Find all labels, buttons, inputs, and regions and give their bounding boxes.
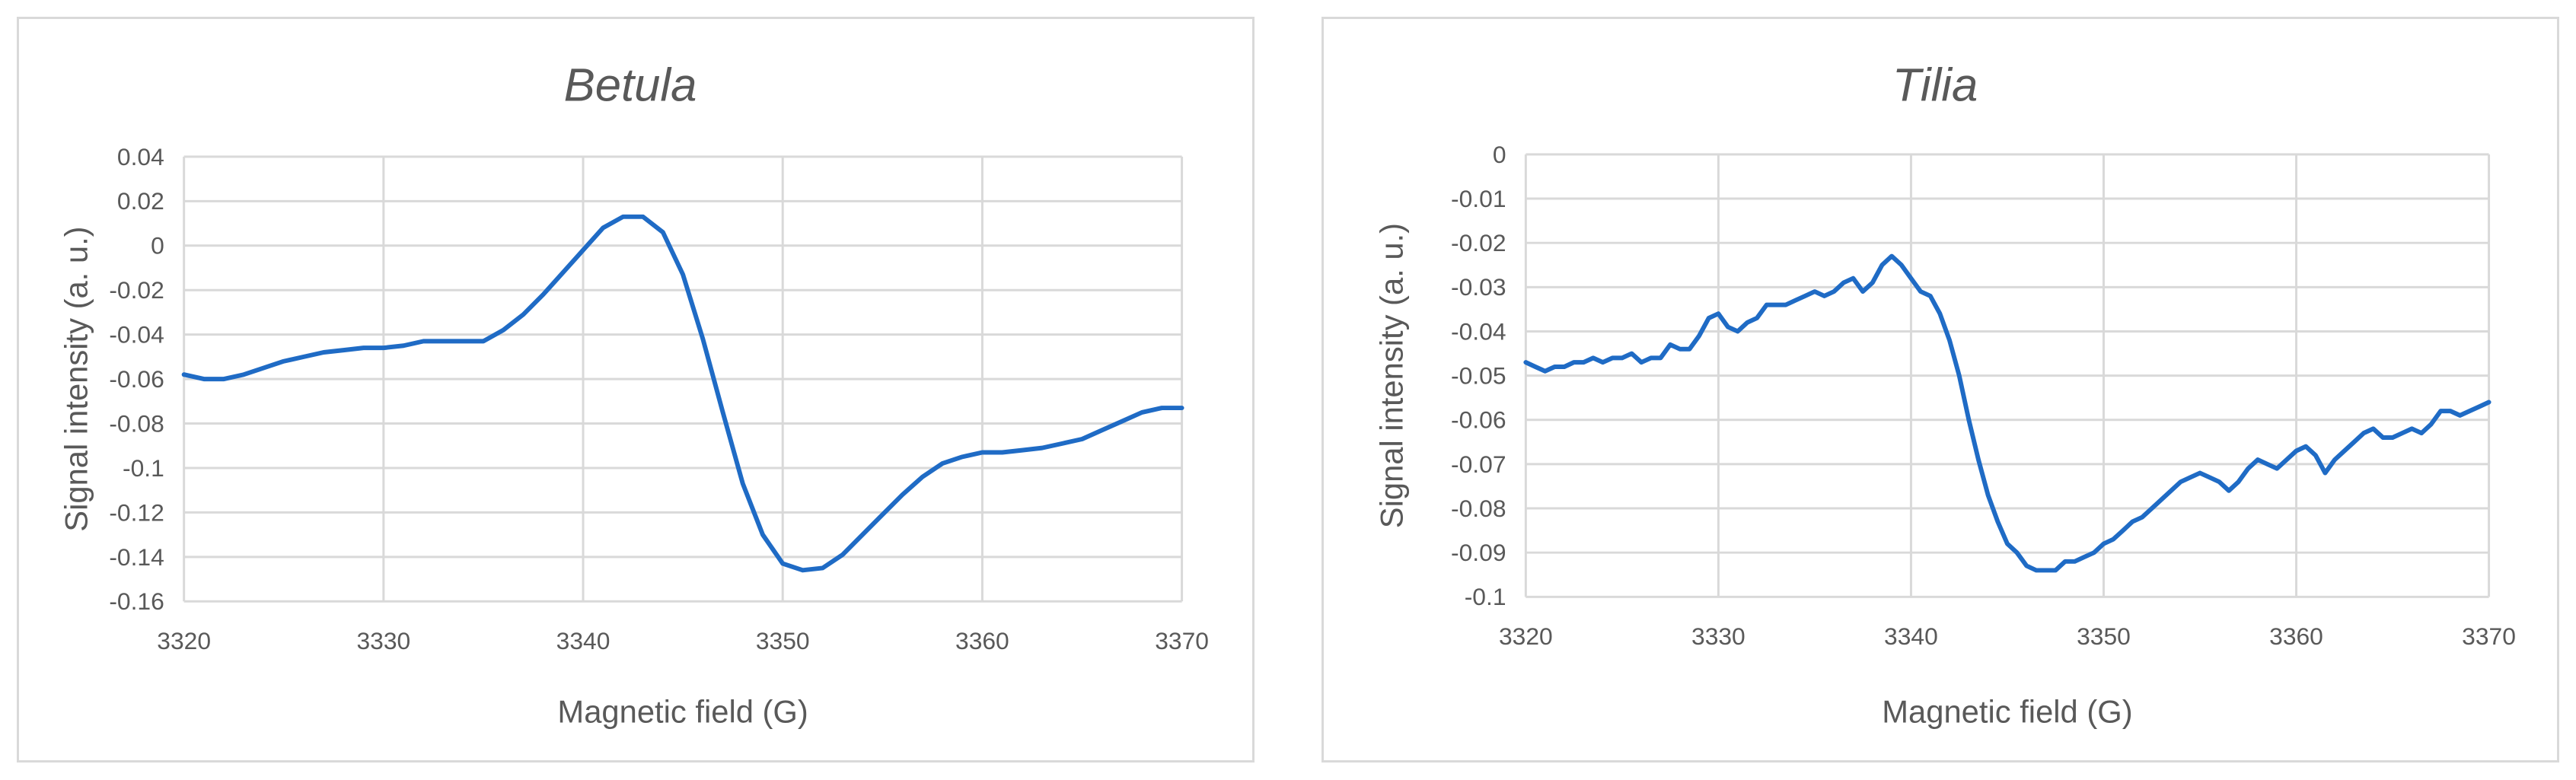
betula-y-tick-label: -0.12 <box>109 498 164 526</box>
tilia-x-tick-label: 3370 <box>2462 622 2516 650</box>
tilia-y-tick-label: -0.08 <box>1451 495 1506 522</box>
tilia-x-axis-title: Magnetic field (G) <box>1882 693 2132 729</box>
betula-x-tick-label: 3330 <box>356 627 410 654</box>
betula-x-axis-title: Magnetic field (G) <box>557 693 808 729</box>
betula-y-tick-label: -0.1 <box>123 454 164 482</box>
betula-y-axis-title: Signal intensity (a. u.) <box>58 226 94 531</box>
tilia-x-tick-label: 3340 <box>1884 622 1938 650</box>
tilia-y-tick-label: -0.01 <box>1451 185 1506 212</box>
betula-y-tick-label: -0.04 <box>109 321 164 349</box>
betula-chart-title: Betula <box>564 59 697 111</box>
betula-y-tick-label: -0.02 <box>109 276 164 304</box>
tilia-y-tick-label: -0.02 <box>1451 229 1506 256</box>
betula-x-tick-label: 3360 <box>955 627 1009 654</box>
betula-y-tick-label: 0.02 <box>117 187 164 215</box>
betula-y-tick-label: 0 <box>151 232 164 259</box>
betula-x-tick-label: 3350 <box>756 627 810 654</box>
tilia-x-tick-label: 3350 <box>2077 622 2131 650</box>
tilia-chart: Tilia 0 -0.01 -0.02 -0.03 -0.04 -0.05 -0.06 -0.0… <box>1321 17 2559 762</box>
tilia-y-axis-title: Signal intensity (a. u.) <box>1373 223 1409 528</box>
tilia-y-tick-label: -0.07 <box>1451 450 1506 478</box>
tilia-signal-line <box>1523 253 2492 573</box>
tilia-y-tick-label: -0.1 <box>1465 583 1506 610</box>
tilia-y-tick-label: -0.06 <box>1451 406 1506 434</box>
tilia-y-tick-label: -0.05 <box>1451 362 1506 390</box>
betula-y-tick-label: 0.04 <box>117 143 164 170</box>
tilia-y-tick-label: -0.09 <box>1451 539 1506 566</box>
betula-y-tick-label: -0.14 <box>109 543 164 571</box>
betula-chart: Betula 0.04 0.02 0 -0.02 -0.04 -0.06 -0.08 -0.1 -… <box>17 17 1255 762</box>
betula-x-tick-label: 3320 <box>157 627 211 654</box>
tilia-y-tick-label: 0 <box>1493 141 1506 168</box>
tilia-x-tick-label: 3360 <box>2269 622 2323 650</box>
tilia-y-tick-label: -0.03 <box>1451 273 1506 301</box>
betula-y-tick-label: -0.16 <box>109 587 164 615</box>
betula-chart-svg: Betula 0.04 0.02 0 -0.02 -0.04 -0.06 -0.08 -0.1 -… <box>58 59 1209 729</box>
tilia-y-tick-label: -0.04 <box>1451 317 1506 345</box>
betula-signal-line <box>181 214 1184 573</box>
tilia-chart-title: Tilia <box>1892 59 1978 111</box>
betula-y-tick-label: -0.06 <box>109 365 164 393</box>
tilia-chart-svg: Tilia 0 -0.01 -0.02 -0.03 -0.04 -0.05 -0.06 -0.0… <box>1373 59 2516 729</box>
tilia-x-tick-label: 3320 <box>1499 622 1553 650</box>
betula-x-tick-label: 3340 <box>556 627 611 654</box>
betula-x-tick-label: 3370 <box>1155 627 1209 654</box>
tilia-x-tick-label: 3330 <box>1691 622 1745 650</box>
betula-y-tick-label: -0.08 <box>109 409 164 437</box>
